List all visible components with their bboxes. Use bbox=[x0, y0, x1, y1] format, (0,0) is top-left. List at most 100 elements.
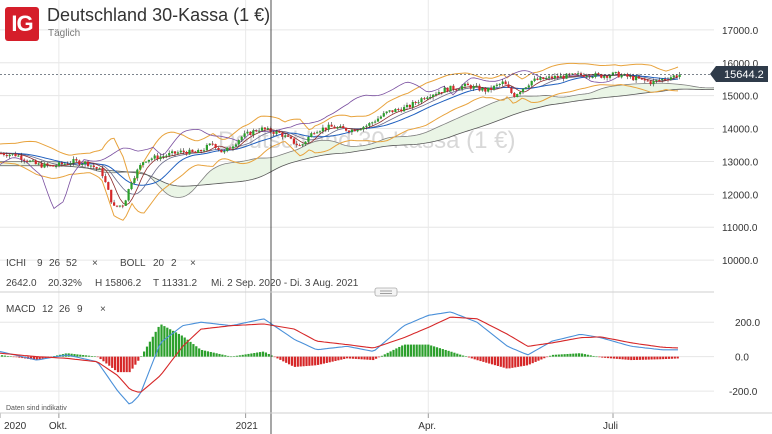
macd-histogram-bar bbox=[595, 356, 598, 358]
candle-body bbox=[63, 163, 66, 165]
macd-histogram-bar bbox=[299, 356, 302, 367]
candle-body bbox=[11, 153, 14, 155]
boll-close-icon[interactable]: × bbox=[190, 258, 196, 269]
candle-body bbox=[26, 160, 29, 162]
tenkan-sen bbox=[0, 74, 679, 206]
candle-body bbox=[107, 182, 110, 190]
macd-histogram-bar bbox=[366, 356, 369, 360]
candle-body bbox=[376, 118, 380, 122]
candle-body bbox=[5, 154, 8, 157]
macd-histogram-bar bbox=[566, 353, 569, 357]
macd-histogram-bar bbox=[102, 356, 105, 362]
candle-body bbox=[95, 167, 98, 169]
macd-histogram-bar bbox=[499, 356, 502, 367]
stat-range: Mi. 2 Sep. 2020 - Di. 3 Aug. 2021 bbox=[211, 278, 359, 289]
macd-histogram-bar bbox=[241, 354, 244, 357]
candle-body bbox=[40, 163, 43, 168]
macd-histogram-bar bbox=[250, 353, 253, 357]
macd-tick-label: 0.0 bbox=[735, 353, 749, 364]
macd-histogram-bar bbox=[154, 331, 157, 357]
macd-histogram-bar bbox=[673, 356, 676, 359]
macd-histogram-bar bbox=[450, 351, 453, 357]
candle-body bbox=[89, 165, 92, 167]
macd-histogram-bar bbox=[549, 355, 552, 357]
candle-body bbox=[298, 145, 301, 147]
macd-histogram-bar bbox=[319, 356, 323, 365]
macd-histogram-bar bbox=[279, 356, 282, 360]
macd-histogram-bar bbox=[296, 356, 299, 367]
macd-histogram-bar bbox=[667, 356, 671, 359]
candle-body bbox=[536, 78, 539, 80]
candle-body bbox=[115, 205, 119, 207]
candle-body bbox=[211, 143, 214, 145]
candle-body bbox=[368, 123, 371, 126]
macd-histogram-bar bbox=[35, 356, 38, 361]
candle-body bbox=[327, 124, 330, 130]
price-tick-label: 11000.0 bbox=[722, 223, 758, 234]
candle-body bbox=[14, 153, 17, 157]
candle-body bbox=[559, 75, 562, 78]
macd-histogram-bar bbox=[151, 336, 154, 357]
candle-body bbox=[289, 136, 293, 139]
macd-histogram-bar bbox=[505, 356, 508, 369]
candle-body bbox=[78, 160, 81, 165]
ichi-close-icon[interactable]: × bbox=[92, 258, 98, 269]
candle-body bbox=[371, 122, 374, 124]
macd-histogram-bar bbox=[395, 348, 398, 357]
candle-body bbox=[649, 81, 652, 85]
macd-histogram-bar bbox=[131, 356, 134, 369]
candle-body bbox=[2, 153, 5, 155]
candle-body bbox=[524, 87, 527, 89]
candle-body bbox=[272, 132, 275, 134]
macd-histogram-bar bbox=[111, 356, 114, 368]
macd-histogram-bar bbox=[531, 356, 534, 364]
candle-body bbox=[582, 74, 585, 77]
candle-body bbox=[374, 121, 377, 123]
macd-histogram-bar bbox=[615, 356, 618, 359]
panel-resize-handle[interactable] bbox=[374, 287, 398, 297]
macd-histogram-bar bbox=[563, 354, 566, 357]
ichimoku-cloud bbox=[0, 82, 715, 198]
candle-body bbox=[617, 71, 620, 78]
macd-histogram-bar bbox=[601, 356, 604, 358]
macd-histogram-bar bbox=[82, 355, 85, 357]
macd-histogram-bar bbox=[177, 333, 180, 357]
macd-histogram-bar bbox=[386, 352, 389, 357]
macd-histogram-bar bbox=[157, 326, 160, 357]
time-tick-label: 2021 bbox=[236, 421, 259, 432]
macd-histogram-bar bbox=[435, 347, 439, 357]
macd-histogram-bar bbox=[108, 356, 111, 366]
macd-histogram-bar bbox=[479, 356, 482, 362]
ichi-label[interactable]: ICHI bbox=[6, 258, 26, 269]
candle-body bbox=[301, 144, 304, 146]
candle-body bbox=[226, 147, 229, 152]
candle-body bbox=[501, 81, 504, 85]
time-axis: 2020 Okt. 2021 Apr. Juli bbox=[0, 413, 618, 432]
macd-histogram-bar bbox=[282, 356, 285, 362]
macd-histogram-bar bbox=[261, 351, 265, 357]
candle-body bbox=[385, 111, 388, 114]
macd-histogram-bar bbox=[389, 351, 392, 357]
macd-label[interactable]: MACD bbox=[6, 304, 35, 315]
candle-body bbox=[124, 200, 127, 206]
candle-body bbox=[405, 104, 409, 108]
candle-body bbox=[411, 102, 414, 108]
macd-histogram-bar bbox=[363, 356, 366, 360]
macd-histogram-bar bbox=[569, 353, 572, 357]
macd-histogram-bar bbox=[360, 356, 363, 360]
candle-body bbox=[498, 84, 501, 86]
time-tick-label: 2020 bbox=[4, 421, 27, 432]
candle-body bbox=[260, 127, 264, 131]
boll-label[interactable]: BOLL bbox=[120, 258, 146, 269]
candle-body bbox=[626, 73, 629, 77]
candle-body bbox=[295, 143, 298, 146]
candle-body bbox=[307, 137, 310, 142]
macd-histogram-bar bbox=[575, 353, 578, 357]
macd-histogram-bar bbox=[398, 346, 401, 357]
candle-body bbox=[527, 85, 530, 88]
candle-body bbox=[255, 130, 258, 132]
macd-close-icon[interactable]: × bbox=[100, 304, 106, 315]
macd-histogram-bar bbox=[404, 344, 407, 357]
time-tick-label: Apr. bbox=[418, 421, 436, 432]
candle-body bbox=[519, 92, 522, 95]
